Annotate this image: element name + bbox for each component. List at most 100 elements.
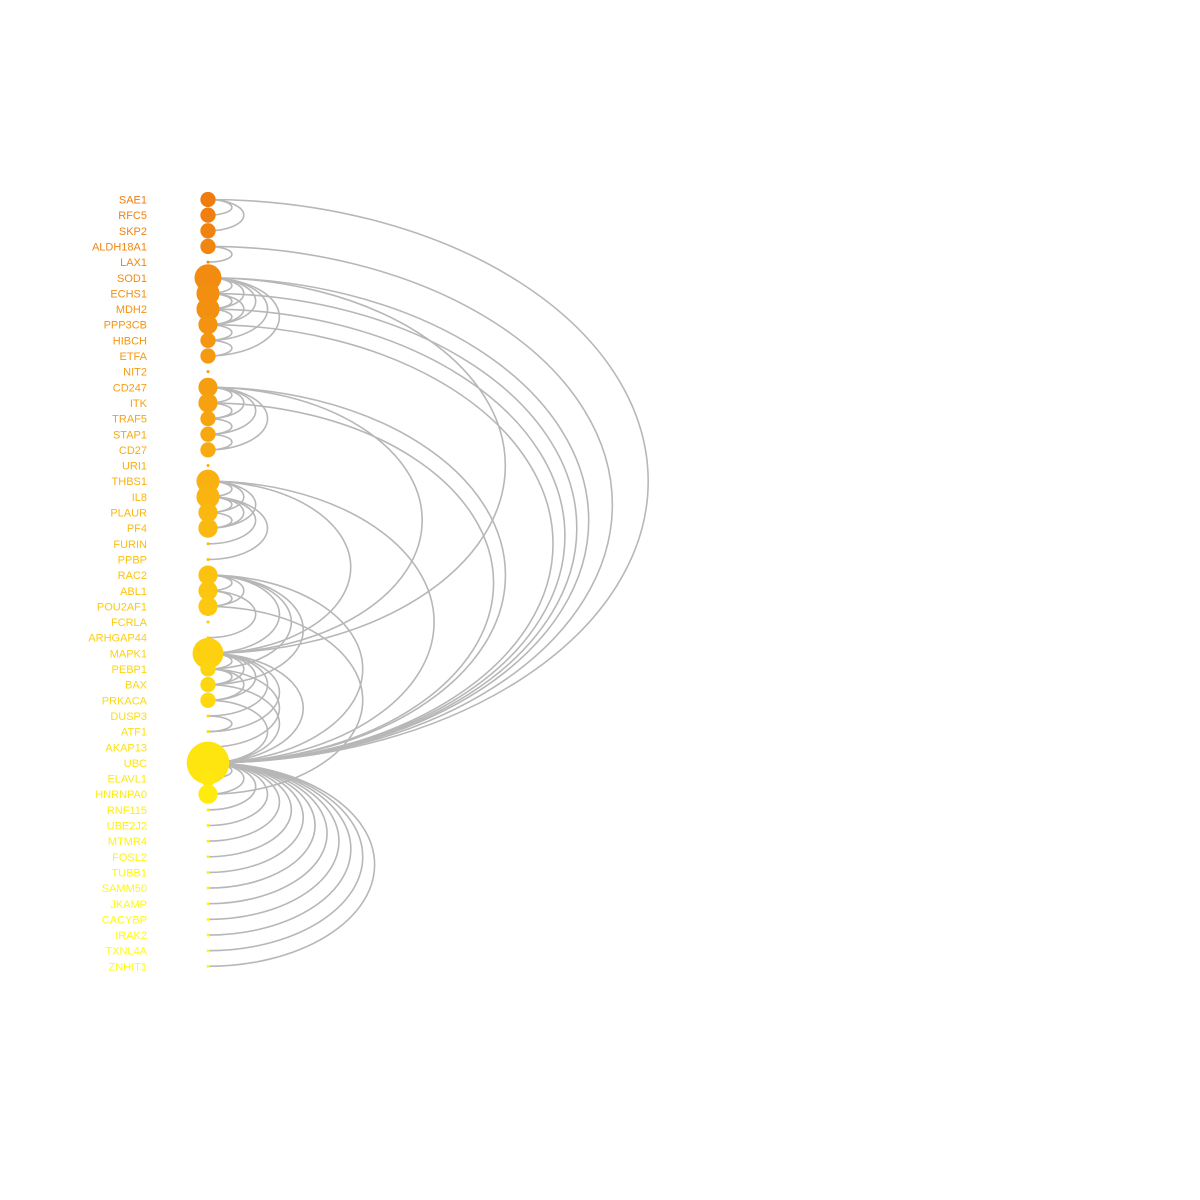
arc-DUSP3-ATF1: [207, 715, 233, 733]
node-MTMR4: [206, 839, 210, 843]
arc-HIBCH-ETFA: [207, 339, 233, 357]
arc-SOD1-UBC: [207, 276, 590, 764]
node-ZNHIT1: [206, 964, 210, 968]
node-label-SAMM50: SAMM50: [102, 883, 147, 895]
node-ELAVL1: [200, 770, 216, 787]
node-ETFA: [200, 348, 216, 364]
node-label-ETFA: ETFA: [119, 351, 147, 363]
node-label-JKAMP: JKAMP: [110, 899, 147, 911]
node-MDH2: [196, 297, 220, 321]
node-NIT2: [206, 370, 210, 374]
node-label-MDH2: MDH2: [116, 304, 147, 316]
node-TRAF5: [200, 410, 216, 427]
arc-STAP1-CD27: [207, 433, 233, 451]
node-label-IL8: IL8: [132, 492, 147, 504]
node-IL8: [196, 485, 220, 509]
arcs-layer: [207, 198, 649, 968]
arc-SAE1-SKP2: [207, 198, 245, 232]
node-HIBCH: [200, 332, 216, 348]
arc-ECHS1-UBC: [207, 292, 578, 764]
node-SKP2: [200, 223, 216, 239]
node-label-SKP2: SKP2: [119, 226, 147, 238]
node-TUBB1: [206, 870, 210, 874]
node-SAE1: [200, 191, 216, 208]
node-label-MAPK1: MAPK1: [110, 648, 147, 660]
arc-SOD1-MAPK1: [207, 276, 507, 655]
arc-CD247-CD27: [207, 386, 269, 451]
arc-RAC2-BAX: [207, 574, 304, 686]
node-ITK: [198, 393, 218, 413]
node-label-CD27: CD27: [119, 445, 147, 457]
node-CACYBP: [206, 917, 210, 921]
node-label-PRKACA: PRKACA: [102, 695, 148, 707]
node-label-RNF115: RNF115: [107, 805, 147, 817]
arc-THBS1-UBC: [207, 480, 435, 764]
node-label-PLAUR: PLAUR: [110, 508, 147, 520]
arc-UBC-ZNHIT1: [207, 762, 376, 968]
node-UBC: [186, 741, 230, 785]
node-label-TUBB1: TUBB1: [112, 867, 147, 879]
node-PPP3CB: [198, 315, 218, 335]
node-label-ARHGAP44: ARHGAP44: [88, 633, 147, 645]
node-label-POU2AF1: POU2AF1: [97, 601, 147, 613]
node-label-RAC2: RAC2: [118, 570, 147, 582]
node-label-PF4: PF4: [127, 523, 147, 535]
node-ABL1: [198, 581, 218, 601]
labels-layer: SAE1 RFC5 SKP2 ALDH18A1 LAX1 SOD1 ECHS1 MDH2 PPP…: [88, 195, 147, 974]
node-DUSP3: [206, 714, 210, 718]
node-label-PPBP: PPBP: [118, 554, 147, 566]
node-label-ABL1: ABL1: [120, 586, 147, 598]
node-CD247: [198, 377, 218, 397]
node-label-FOSL2: FOSL2: [112, 852, 147, 864]
node-label-ALDH18A1: ALDH18A1: [92, 241, 147, 253]
node-PEBP1: [200, 661, 216, 677]
node-label-PEBP1: PEBP1: [112, 664, 147, 676]
node-label-PPP3CB: PPP3CB: [104, 320, 147, 332]
node-label-RFC5: RFC5: [118, 210, 147, 222]
node-HNRNPA0: [198, 784, 218, 804]
arc-SAE1-UBC: [207, 198, 649, 764]
node-label-UBE2J2: UBE2J2: [107, 821, 147, 833]
node-label-SAE1: SAE1: [119, 195, 147, 207]
node-ALDH18A1: [200, 238, 216, 255]
arc-UBC-TUBB1: [207, 762, 304, 874]
node-label-ECHS1: ECHS1: [110, 288, 147, 300]
arc-ALDH18A1-UBC: [207, 245, 614, 764]
node-label-CD247: CD247: [113, 382, 147, 394]
node-label-TXNL4A: TXNL4A: [105, 946, 147, 958]
node-label-UBC: UBC: [124, 758, 147, 770]
node-label-STAP1: STAP1: [113, 429, 147, 441]
node-BAX: [200, 677, 216, 693]
node-IRAK2: [206, 933, 210, 937]
node-label-BAX: BAX: [125, 680, 148, 692]
node-label-IRAK2: IRAK2: [115, 930, 147, 942]
node-label-HNRNPA0: HNRNPA0: [95, 789, 147, 801]
node-label-ELAVL1: ELAVL1: [107, 774, 147, 786]
node-RFC5: [200, 207, 216, 223]
node-TXNL4A: [206, 949, 210, 953]
node-LAX1: [206, 260, 210, 264]
node-RNF115: [206, 808, 210, 812]
node-PF4: [198, 518, 218, 538]
arc-MAPK1-ATF1: [207, 652, 281, 733]
node-POU2AF1: [198, 596, 218, 617]
arc-CD247-MAPK1: [207, 386, 423, 655]
node-PRKACA: [200, 692, 216, 708]
node-label-FURIN: FURIN: [113, 539, 147, 551]
node-label-SOD1: SOD1: [117, 273, 147, 285]
node-PLAUR: [198, 502, 218, 523]
node-label-AKAP13: AKAP13: [105, 742, 147, 754]
arc-POU2AF1-HNRNPA0: [207, 605, 364, 795]
node-UBE2J2: [206, 824, 210, 827]
node-FOSL2: [206, 855, 210, 859]
arc-ABL1-ARHGAP44: [207, 589, 257, 639]
node-label-DUSP3: DUSP3: [110, 711, 147, 723]
node-label-URI1: URI1: [122, 461, 147, 473]
node-RAC2: [198, 565, 218, 585]
arc-PPP3CB-UBC: [207, 323, 554, 764]
node-label-CACYBP: CACYBP: [102, 914, 147, 926]
node-URI1: [206, 464, 210, 468]
node-FCRLA: [206, 620, 210, 624]
node-label-HIBCH: HIBCH: [113, 335, 147, 347]
